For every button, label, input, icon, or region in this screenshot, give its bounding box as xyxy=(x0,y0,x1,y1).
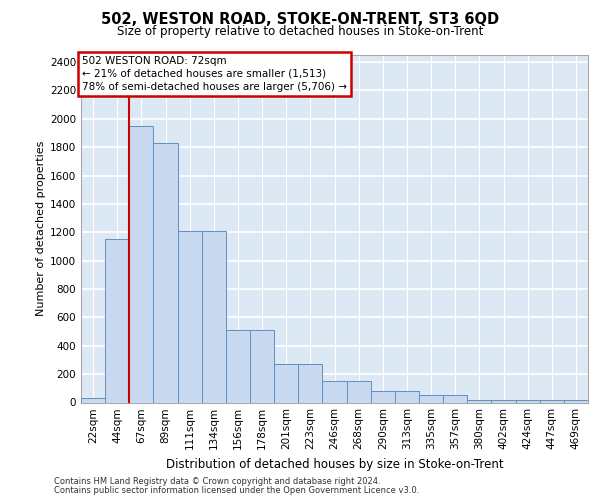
Text: 502, WESTON ROAD, STOKE-ON-TRENT, ST3 6QD: 502, WESTON ROAD, STOKE-ON-TRENT, ST3 6Q… xyxy=(101,12,499,28)
Bar xyxy=(395,391,419,402)
Bar xyxy=(371,391,395,402)
Bar xyxy=(419,396,443,402)
Text: Size of property relative to detached houses in Stoke-on-Trent: Size of property relative to detached ho… xyxy=(117,25,483,38)
Bar xyxy=(322,381,347,402)
Bar xyxy=(347,381,371,402)
X-axis label: Distribution of detached houses by size in Stoke-on-Trent: Distribution of detached houses by size … xyxy=(166,458,503,471)
Bar xyxy=(274,364,298,403)
Bar xyxy=(81,398,105,402)
Bar xyxy=(467,400,491,402)
Bar xyxy=(443,396,467,402)
Bar xyxy=(491,400,515,402)
Y-axis label: Number of detached properties: Number of detached properties xyxy=(36,141,46,316)
Bar xyxy=(202,231,226,402)
Text: Contains public sector information licensed under the Open Government Licence v3: Contains public sector information licen… xyxy=(54,486,419,495)
Bar xyxy=(129,126,154,402)
Text: 502 WESTON ROAD: 72sqm
← 21% of detached houses are smaller (1,513)
78% of semi-: 502 WESTON ROAD: 72sqm ← 21% of detached… xyxy=(82,56,347,92)
Bar xyxy=(178,231,202,402)
Bar xyxy=(105,240,129,402)
Bar xyxy=(250,330,274,402)
Text: Contains HM Land Registry data © Crown copyright and database right 2024.: Contains HM Land Registry data © Crown c… xyxy=(54,477,380,486)
Bar xyxy=(540,400,564,402)
Bar xyxy=(298,364,322,403)
Bar xyxy=(564,400,588,402)
Bar xyxy=(515,400,540,402)
Bar xyxy=(154,143,178,403)
Bar xyxy=(226,330,250,402)
